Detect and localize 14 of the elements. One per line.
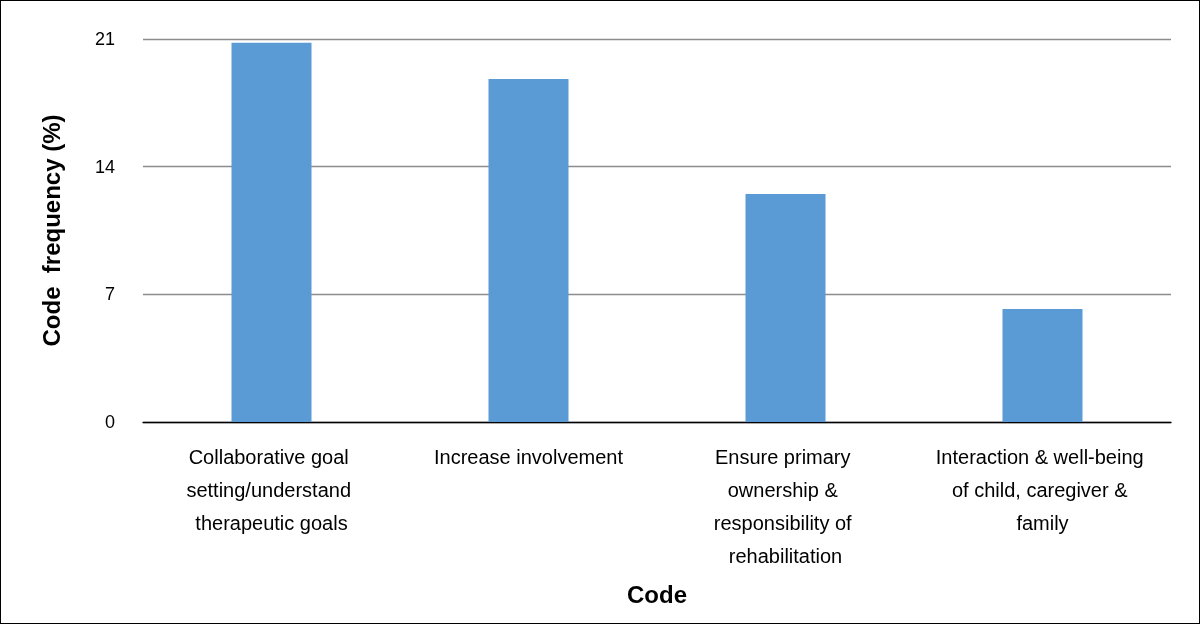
x-tick-label: Collaborative goal setting/understand therapeutic goals (186, 445, 357, 534)
bar (1002, 308, 1083, 422)
x-tick-label: Ensure primary ownership & responsibility of rehabilitation (713, 445, 858, 567)
y-tick-label: 21 (94, 29, 115, 49)
x-tick-label: Interaction & well-being of child, caregiver & family (935, 445, 1150, 534)
bar (231, 42, 312, 422)
y-tick-label: 7 (104, 284, 115, 305)
bar (745, 194, 826, 422)
y-tick-label: 14 (94, 156, 115, 177)
y-tick-label: 0 (104, 412, 115, 432)
x-tick-label: Increase involvement (434, 445, 624, 468)
y-axis-title: Code frequency (%) (37, 114, 65, 347)
x-axis-title: Code (627, 580, 687, 608)
bar (488, 79, 569, 422)
